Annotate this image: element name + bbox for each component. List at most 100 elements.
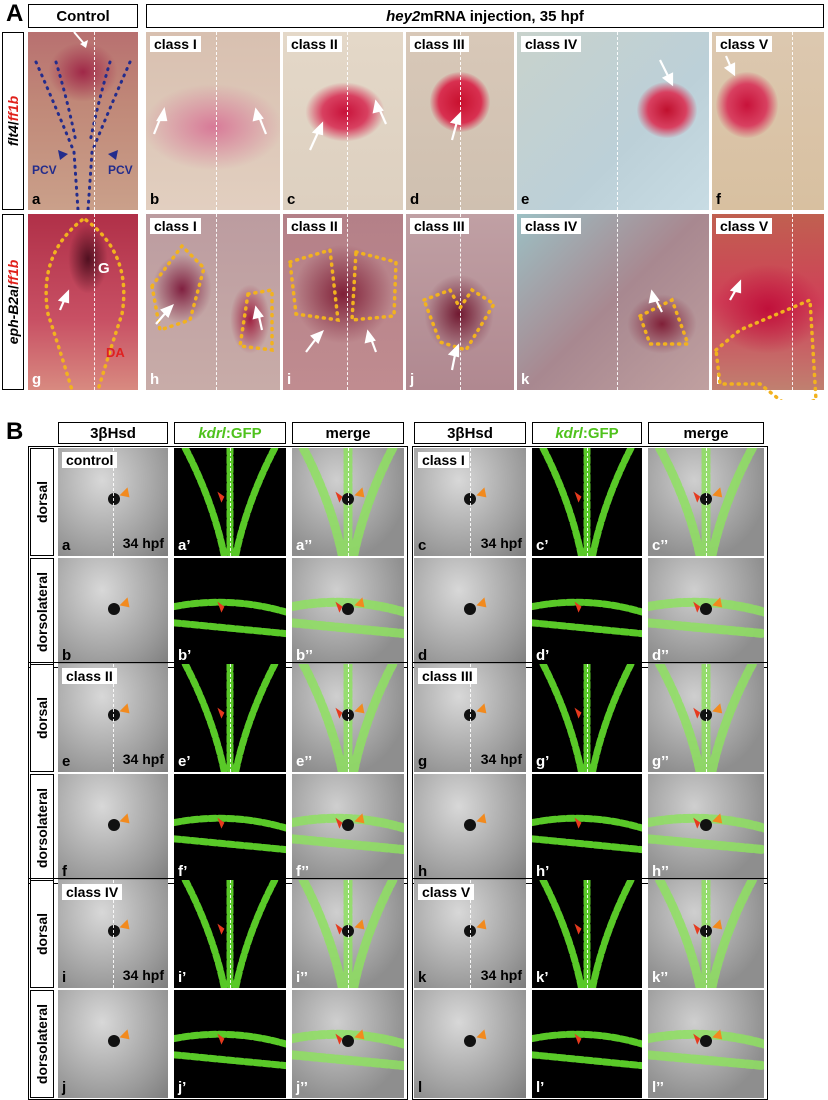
micrograph-tile: class II 34 hpf e [58, 664, 168, 772]
midline [706, 448, 707, 556]
view-label-box: dorsolateral [30, 990, 54, 1098]
tile-letter: k [418, 969, 427, 986]
micrograph-tile: g’’ [648, 664, 764, 772]
micrograph-tile: f’ [174, 774, 286, 882]
cell-spot [107, 603, 120, 616]
vessel-pattern [174, 814, 286, 854]
stage-label: 34 hpf [122, 535, 164, 551]
tile-letter: l [716, 371, 721, 388]
row1-probe-label: flt4/ff1b [2, 32, 24, 210]
midline [113, 664, 114, 772]
vessel-pattern [292, 813, 404, 855]
cell-spot [700, 819, 713, 832]
tile-letter: g [418, 753, 428, 770]
header-gfp-left: kdrl:GFP [174, 422, 286, 444]
image-a: PCV PCV a [28, 32, 138, 210]
tile-letter: f’ [178, 863, 188, 880]
header-text: kdrl [555, 424, 583, 442]
tile-letter: f’’ [296, 863, 310, 880]
view-label-dorsolateral: dorsolateral [34, 1003, 50, 1085]
stage-label: 34 hpf [480, 967, 522, 983]
tile-letter: a [62, 537, 71, 554]
vessel-pattern [648, 813, 764, 855]
row2-probe-label: eph-B2a/ff1b [2, 214, 24, 390]
vessel-pattern [174, 1030, 286, 1070]
micrograph-tile: l’ [532, 990, 642, 1098]
class-label: class II [287, 218, 342, 234]
midline [113, 880, 114, 988]
stage-label: 34 hpf [122, 967, 164, 983]
header-gfp-right: kdrl:GFP [532, 422, 642, 444]
midline [348, 448, 349, 556]
midline [230, 880, 231, 988]
micrograph-tile: a’’ [292, 448, 404, 556]
image-e: class IV e [517, 32, 709, 210]
probe-flt4: flt4 [5, 125, 21, 147]
cell-spot [700, 1035, 713, 1048]
class-label: class V [716, 36, 773, 52]
header-text: 3βHsd [90, 424, 136, 442]
micrograph-tile: d’ [532, 558, 642, 666]
probe-ff1b: ff1b [5, 259, 21, 286]
tile-letter: h [418, 863, 428, 880]
pcv-label-left: PCV [32, 163, 57, 177]
tile-letter: c’ [536, 537, 549, 554]
cell-spot [464, 603, 477, 616]
tile-letter: h [150, 371, 160, 388]
class-label: class I [150, 36, 201, 52]
micrograph-tile: i’’ [292, 880, 404, 988]
class-label: class IV [521, 36, 582, 52]
probe-sep: / [5, 121, 21, 126]
cell-spot [107, 819, 120, 832]
micrograph-tile: d’’ [648, 558, 764, 666]
control-header-text: Control [56, 7, 110, 25]
image-b: class I b [146, 32, 280, 210]
micrograph-tile: c’ [532, 448, 642, 556]
orange-arrow [476, 703, 487, 714]
tile-letter: d’’ [652, 647, 669, 664]
class-label: class V [418, 884, 475, 900]
tile-letter: f [62, 863, 67, 880]
orange-arrow [712, 703, 723, 714]
micrograph-tile: h’’ [648, 774, 764, 882]
header-3bhsd-left: 3βHsd [58, 422, 168, 444]
micrograph-tile: k’ [532, 880, 642, 988]
image-f: class V f [712, 32, 824, 210]
gonad-label: G [98, 260, 110, 277]
tile-letter: i’ [178, 969, 187, 986]
class-label: class I [418, 452, 469, 468]
orange-arrow [712, 919, 723, 930]
tile-letter: k [521, 371, 530, 388]
micrograph-tile: class V 34 hpf k [414, 880, 526, 988]
tile-letter: d’ [536, 647, 550, 664]
midline [230, 664, 231, 772]
orange-arrow [476, 487, 487, 498]
probe-ff1b: ff1b [5, 95, 21, 122]
view-label-box: dorsal [30, 664, 54, 772]
midline [230, 448, 231, 556]
orange-arrow [476, 1029, 487, 1040]
orange-arrow [354, 597, 365, 608]
tile-letter: e [62, 753, 71, 770]
class-label: class III [418, 668, 477, 684]
tile-letter: a’’ [296, 537, 313, 554]
micrograph-tile: g’ [532, 664, 642, 772]
panel-a-letter: A [6, 0, 24, 27]
orange-arrow [476, 597, 487, 608]
view-label-dorsolateral: dorsolateral [34, 571, 50, 653]
view-label-box: dorsal [30, 448, 54, 556]
header-merge-left: merge [292, 422, 404, 444]
tile-letter: h’ [536, 863, 550, 880]
orange-arrow [712, 487, 723, 498]
orange-arrow [119, 597, 130, 608]
micrograph-tile: class III 34 hpf g [414, 664, 526, 772]
image-k: class IV k [517, 214, 709, 390]
midline [587, 664, 588, 772]
micrograph-tile: j [58, 990, 168, 1098]
header-text: 3βHsd [447, 424, 493, 442]
micrograph-tile: k’’ [648, 880, 764, 988]
header-text: :GFP [225, 424, 262, 442]
micrograph-tile: l’’ [648, 990, 764, 1098]
tile-letter: a [32, 191, 41, 208]
vessel-pattern [532, 598, 642, 638]
